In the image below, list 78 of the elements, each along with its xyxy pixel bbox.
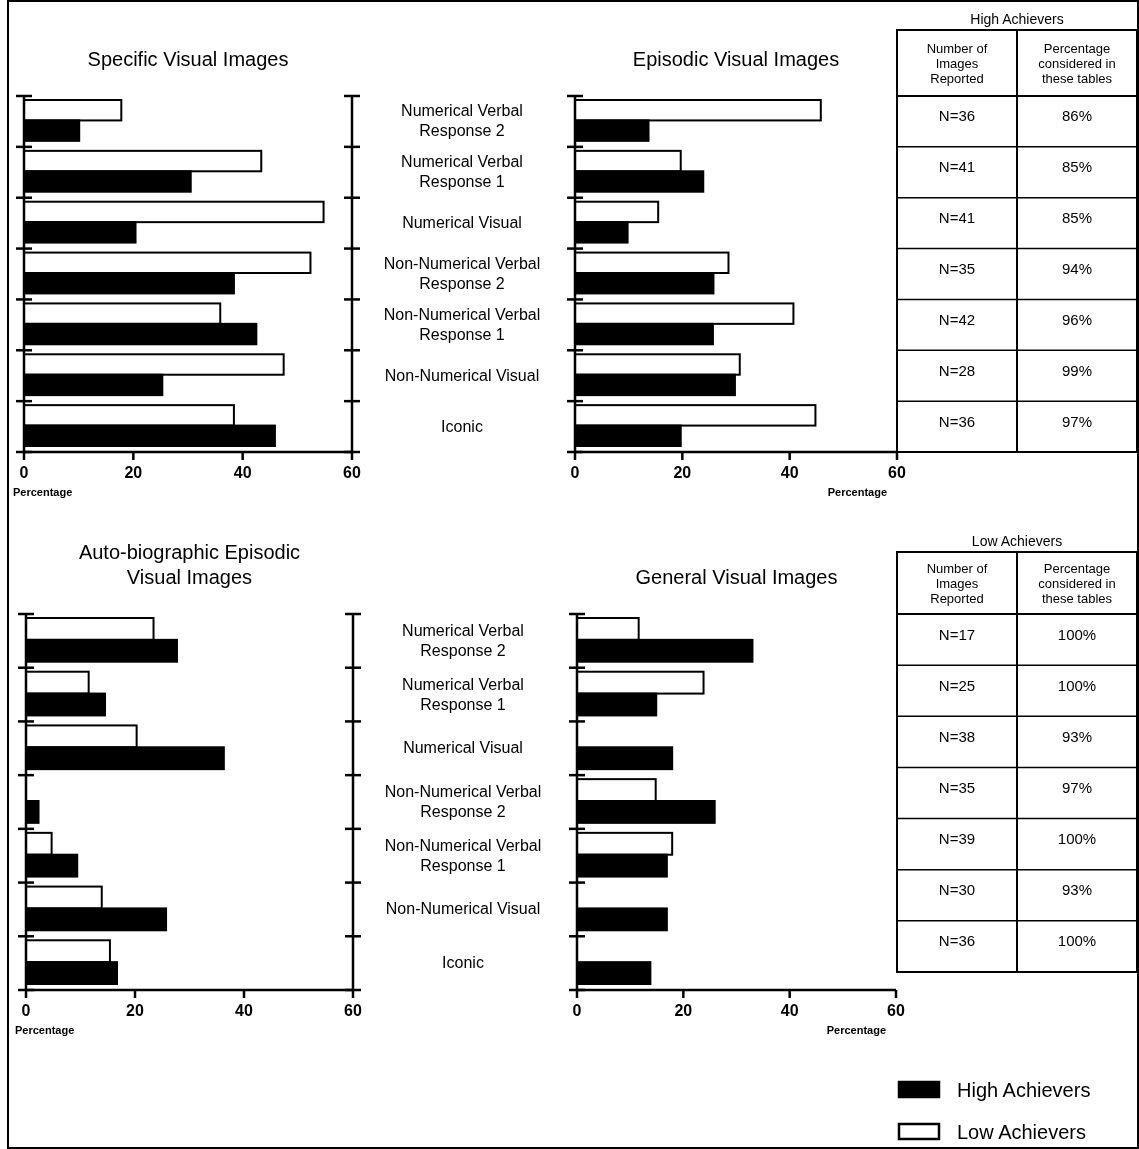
text: 93%: [1061, 727, 1093, 745]
bar: [25, 800, 40, 824]
y-tick-label: Numerical Verbal Response 2: [401, 102, 523, 140]
text: 85%: [1061, 158, 1093, 176]
chart-title: General Visual Images: [635, 566, 838, 588]
x-tick-label: 40: [233, 464, 252, 481]
y-tick-label: Non-Numerical Verbal Response 2: [383, 255, 541, 292]
y-tick-label: Numerical Verbal Response 1: [402, 675, 524, 713]
y-tick-label: Non-Numerical Verbal Response 2: [384, 783, 542, 820]
x-tick-label: 20: [674, 1002, 693, 1019]
x-tick-label: 60: [888, 464, 906, 481]
text: 100%: [1057, 830, 1097, 848]
y-tick-label: Non-Numerical Verbal Response 1: [383, 305, 541, 343]
x-tick-label: 0: [21, 1002, 31, 1019]
y-tick-label: Non-Numerical Visual: [385, 900, 541, 918]
text: N=42: [938, 310, 976, 328]
category-label: Number of Images Reported: [926, 561, 988, 606]
chart-title: Specific Visual Images: [87, 48, 289, 70]
x-tick-label: 60: [344, 1002, 362, 1019]
text: High Achievers: [970, 11, 1064, 27]
x-tick-label: 60: [887, 1002, 905, 1019]
x-tick-label: 20: [124, 464, 143, 481]
x-tick-label: 0: [19, 464, 29, 481]
y-tick-label: Non-Numerical Verbal Response 1: [384, 836, 542, 874]
y-tick-label: Numerical Verbal Response 1: [401, 153, 523, 191]
x-axis-title: Percentage: [827, 486, 887, 498]
text: N=25: [938, 676, 976, 694]
text: 100%: [1057, 625, 1097, 643]
text: 85%: [1061, 209, 1093, 227]
category-label: Percentage considered in these tables: [1038, 41, 1116, 86]
y-tick-label: Numerical Verbal Response 2: [402, 621, 524, 659]
text: 97%: [1061, 779, 1093, 796]
x-tick-label: 0: [570, 464, 580, 481]
text: 93%: [1061, 881, 1093, 899]
text: 99%: [1061, 361, 1093, 379]
text: 97%: [1061, 412, 1093, 430]
text: Low Achievers: [971, 533, 1063, 549]
x-axis-title: Percentage: [13, 486, 73, 498]
bar: [576, 907, 668, 932]
x-tick-label: 40: [780, 464, 799, 481]
text: N=17: [938, 625, 976, 643]
y-tick-label: Non-Numerical Visual: [384, 366, 540, 384]
text: N=38: [938, 727, 976, 745]
category-label: Percentage considered in these tables: [1038, 561, 1116, 606]
text: 96%: [1061, 310, 1093, 328]
x-tick-label: 40: [780, 1002, 799, 1019]
legend-label: Low Achievers: [957, 1121, 1086, 1143]
text: N=36: [938, 107, 976, 125]
x-tick-label: 20: [673, 464, 692, 481]
text: 94%: [1061, 260, 1093, 277]
bar: [576, 746, 674, 771]
text: N=39: [938, 830, 976, 848]
x-axis-title: Percentage: [15, 1024, 75, 1036]
x-tick-label: 60: [343, 464, 361, 481]
x-tick-label: 20: [126, 1002, 144, 1019]
y-tick-label: Numerical Visual: [403, 739, 523, 757]
chart-title: Episodic Visual Images: [632, 48, 840, 70]
text: 100%: [1057, 676, 1097, 694]
chart-title: Auto-biographic Episodic Visual Images: [78, 541, 301, 588]
text: 100%: [1057, 932, 1097, 950]
y-tick-label: Iconic: [441, 417, 483, 435]
x-tick-label: 40: [235, 1002, 253, 1019]
text: 86%: [1061, 107, 1093, 125]
text: N=36: [938, 412, 976, 430]
bar: [576, 961, 652, 985]
text: N=30: [938, 881, 976, 899]
y-tick-label: Numerical Visual: [402, 214, 522, 232]
category-label: Number of Images Reported: [926, 41, 988, 86]
legend-label: High Achievers: [957, 1079, 1091, 1101]
text: N=35: [938, 779, 976, 796]
text: N=35: [938, 260, 976, 277]
x-axis-title: Percentage: [826, 1024, 886, 1036]
text: N=41: [938, 209, 976, 227]
y-tick-label: Iconic: [442, 954, 484, 972]
text: N=41: [938, 158, 976, 176]
x-tick-label: 0: [572, 1002, 582, 1019]
text: N=28: [938, 361, 976, 379]
text: N=36: [938, 932, 976, 950]
